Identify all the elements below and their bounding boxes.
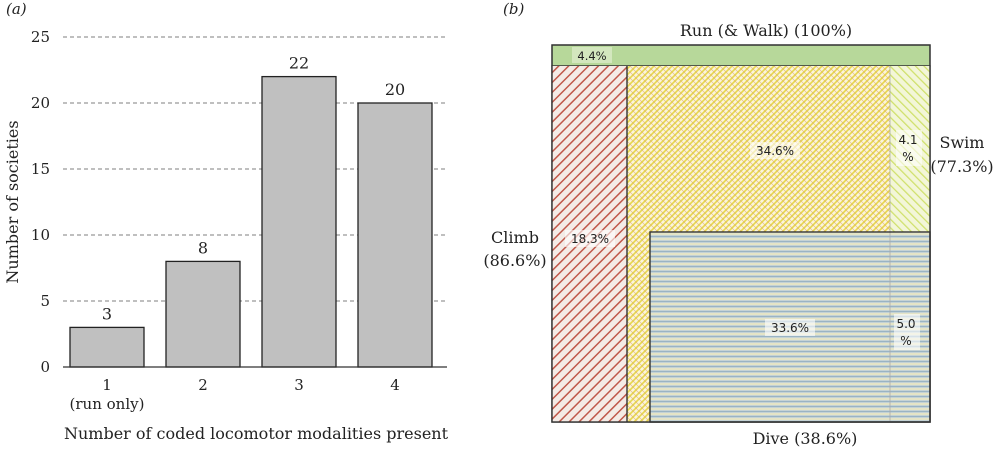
x-tick-label: 3: [294, 376, 304, 394]
bar: [357, 102, 433, 368]
panel-a-label: (a): [6, 0, 27, 18]
data-label: 3: [102, 304, 112, 323]
data-label: 20: [385, 80, 405, 99]
bar: [165, 260, 241, 368]
set-label-climb-name: Climb: [491, 228, 539, 247]
data-label: 8: [198, 238, 208, 257]
run-only-label-bg: [572, 47, 612, 63]
x-tick-sublabel: (run only): [70, 395, 145, 413]
y-tick-label: 0: [40, 358, 50, 376]
swim-climb-label-bg: [750, 142, 800, 159]
gridlines: [63, 36, 447, 302]
region-label-swim-climb: 34.6%: [756, 144, 794, 158]
dive-swim-label-bg: [894, 314, 920, 350]
run-band: [551, 44, 931, 67]
swim-only-region: [890, 66, 930, 232]
set-label-swim-pct: (77.3%): [930, 157, 993, 176]
x-tick-label: 4: [390, 376, 400, 394]
bars: [69, 75, 433, 368]
region-label-swim-only-line1: 4.1: [898, 133, 917, 147]
y-axis-label: Number of societies: [3, 120, 22, 283]
set-label-swim-name: Swim: [940, 133, 985, 152]
y-axis-ticks: 0 5 10 15 20 25: [31, 28, 50, 376]
dive-region: [650, 232, 930, 422]
set-label-dive: Dive (38.6%): [753, 429, 858, 448]
x-axis-label: Number of coded locomotor modalities pre…: [64, 424, 449, 443]
set-label-climb-pct: (86.6%): [483, 251, 546, 270]
run-region-frame: [551, 65, 931, 423]
climb-label-bg: [565, 230, 615, 247]
data-label: 22: [289, 54, 309, 73]
region-label-climb: 18.3%: [571, 232, 609, 246]
bar: [261, 75, 337, 368]
swim-region: [627, 66, 890, 422]
set-label-run: Run (& Walk) (100%): [680, 21, 852, 40]
y-tick-label: 15: [31, 160, 50, 178]
y-tick-label: 20: [31, 94, 50, 112]
diagram-outline: [551, 44, 931, 423]
dive-all-label-bg: [765, 319, 815, 336]
dive-border: [649, 231, 931, 423]
panel-b-label: (b): [503, 0, 525, 18]
climb-region: [552, 66, 627, 422]
bar-chart: 0 5 10 15 20 25 3 8 22 20 1(run only) 2 3 4 Number …: [3, 28, 449, 443]
y-tick-label: 5: [40, 292, 50, 310]
region-label-run-only: 4.4%: [577, 49, 606, 63]
data-labels: 3 8 22 20: [102, 54, 405, 324]
y-tick-label: 10: [31, 226, 50, 244]
region-label-swim-only-line2: %: [902, 150, 913, 164]
x-axis-ticks: 1(run only) 2 3 4: [70, 376, 400, 413]
x-tick-label: 1: [102, 376, 112, 394]
region-label-dive-swim-line2: %: [900, 334, 911, 348]
x-tick-label: 2: [198, 376, 208, 394]
bar: [69, 326, 145, 368]
region-label-dive-swim-line1: 5.0: [896, 317, 915, 331]
swim-only-label-bg: [896, 130, 922, 166]
y-tick-label: 25: [31, 28, 50, 46]
region-label-dive-all: 33.6%: [771, 321, 809, 335]
